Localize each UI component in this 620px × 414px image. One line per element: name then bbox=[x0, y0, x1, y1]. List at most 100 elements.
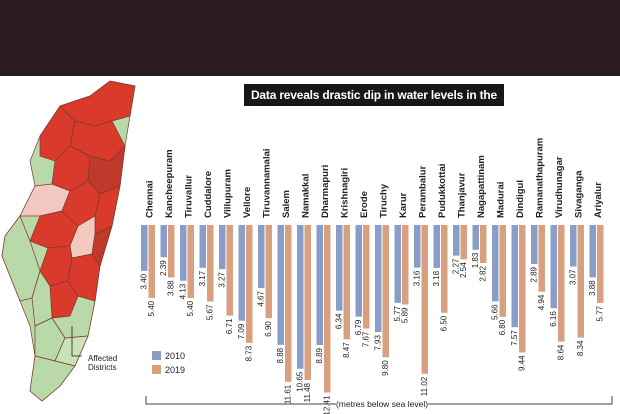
category-label: Nagapattinam bbox=[476, 155, 487, 218]
value-label-2019: 11.61 bbox=[283, 384, 292, 404]
bar-2019 bbox=[499, 225, 506, 317]
bar-2010 bbox=[355, 225, 362, 317]
value-label-2019: 11.48 bbox=[303, 382, 312, 402]
value-label-2010: 2.27 bbox=[451, 258, 460, 274]
bar-2010 bbox=[394, 225, 401, 303]
value-label-2010: 3.18 bbox=[432, 270, 441, 286]
value-label-2019: 6.50 bbox=[439, 315, 448, 331]
bar-2010 bbox=[433, 225, 440, 268]
bar-2010 bbox=[589, 225, 596, 278]
value-label-2010: 4.67 bbox=[256, 291, 265, 307]
value-label-2010: 3.40 bbox=[139, 273, 148, 289]
value-label-2010: 3.07 bbox=[568, 269, 577, 285]
category-label: Sivaganga bbox=[574, 170, 585, 218]
category-label: Pudukkottai bbox=[437, 164, 448, 218]
value-label-2019: 11.02 bbox=[420, 376, 429, 396]
value-label-2010: 3.17 bbox=[198, 270, 207, 286]
value-label-2019: 8.73 bbox=[244, 345, 253, 361]
bar-2010 bbox=[141, 225, 148, 271]
bar-2010 bbox=[238, 225, 245, 321]
category-label: Ariyalur bbox=[593, 182, 604, 218]
bar-2019 bbox=[519, 225, 526, 353]
value-label-2010: 8.89 bbox=[315, 347, 324, 363]
bar-2019 bbox=[421, 225, 428, 374]
value-label-2019: 5.40 bbox=[186, 300, 195, 316]
bar-2010 bbox=[199, 225, 206, 268]
category-label: Namakkal bbox=[301, 174, 312, 218]
category-label: Krishnagiri bbox=[340, 168, 351, 218]
bar-2010 bbox=[492, 225, 499, 302]
chart-title: Data reveals drastic dip in water levels… bbox=[244, 84, 504, 124]
bar-2019 bbox=[324, 225, 331, 393]
map-legend-line2: Districts bbox=[88, 363, 117, 372]
bar-2019 bbox=[577, 225, 584, 338]
value-label-2010: 7.93 bbox=[373, 335, 382, 351]
bar-2010 bbox=[414, 225, 421, 268]
bar-2019 bbox=[148, 225, 155, 298]
value-label-2019: 8.34 bbox=[576, 340, 585, 356]
bar-2010 bbox=[180, 225, 187, 281]
value-label-2010: 2.89 bbox=[529, 266, 538, 282]
bar-2010 bbox=[316, 225, 323, 346]
category-label: Tiruvannamalai bbox=[262, 148, 273, 218]
map-legend-label: Affected Districts bbox=[88, 354, 117, 372]
bar-2010 bbox=[570, 225, 577, 267]
value-label-2010: 3.27 bbox=[217, 272, 226, 288]
value-label-2010: 6.79 bbox=[354, 319, 363, 335]
category-label: Salem bbox=[281, 190, 292, 218]
value-label-2019: 5.40 bbox=[147, 300, 156, 316]
map-region-green-2 bbox=[31, 270, 53, 327]
legend-swatch-2019 bbox=[152, 365, 161, 374]
bar-2019 bbox=[402, 225, 409, 305]
value-label-2019: 7.67 bbox=[361, 331, 370, 347]
category-label: Madurai bbox=[496, 182, 507, 218]
value-label-2010: 6.34 bbox=[334, 313, 343, 329]
bar-2019 bbox=[460, 225, 467, 260]
bar-2019 bbox=[265, 225, 272, 319]
value-label-2019: 6.80 bbox=[498, 319, 507, 335]
value-label-2019: 5.77 bbox=[595, 305, 604, 321]
legend-label-2019: 2019 bbox=[165, 365, 185, 375]
category-label: Vellore bbox=[242, 187, 253, 218]
bar-2019 bbox=[226, 225, 233, 316]
bar-2010 bbox=[511, 225, 518, 328]
category-label: Villupuram bbox=[223, 169, 234, 218]
value-label-2010: 8.88 bbox=[276, 347, 285, 363]
legend-swatch-2010 bbox=[152, 351, 161, 360]
category-label: Chennai bbox=[145, 181, 156, 218]
axis-label-background bbox=[336, 398, 428, 410]
value-label-2010: 7.09 bbox=[237, 323, 246, 339]
district-map bbox=[1, 80, 136, 402]
x-axis-label: (metres below sea level) bbox=[336, 399, 428, 409]
bar-2019 bbox=[441, 225, 448, 313]
bar-2010 bbox=[336, 225, 343, 311]
category-label: Kancheepuram bbox=[164, 149, 175, 218]
value-label-2019: 9.80 bbox=[381, 360, 390, 376]
value-label-2019: 6.90 bbox=[264, 321, 273, 337]
bar-2019 bbox=[363, 225, 370, 329]
category-label: Dharmapuri bbox=[320, 165, 331, 218]
value-label-2019: 6.71 bbox=[225, 318, 234, 334]
header-band bbox=[0, 0, 620, 76]
value-label-2010: 6.16 bbox=[549, 311, 558, 327]
bar-2019 bbox=[246, 225, 253, 343]
value-label-2019: 2.54 bbox=[459, 262, 468, 278]
value-label-2010: 5.77 bbox=[393, 305, 402, 321]
category-label: Karur bbox=[398, 192, 409, 218]
category-label: Tiruvallur bbox=[184, 175, 195, 218]
value-label-2019: 5.67 bbox=[205, 304, 214, 320]
bar-2019 bbox=[597, 225, 604, 303]
category-label: Ramanathapuram bbox=[535, 138, 546, 218]
bar-2019 bbox=[187, 225, 194, 298]
bar-2019 bbox=[207, 225, 214, 302]
category-label: Cuddalore bbox=[203, 171, 214, 218]
category-label: Erode bbox=[359, 191, 370, 218]
bar-2010 bbox=[531, 225, 538, 265]
category-label: Thanjavur bbox=[457, 172, 468, 218]
value-label-2019: 9.44 bbox=[517, 355, 526, 371]
bar-2010 bbox=[453, 225, 460, 256]
category-label: Tiruchy bbox=[379, 183, 390, 218]
bar-2010 bbox=[297, 225, 304, 369]
bar-2010 bbox=[375, 225, 382, 333]
bar-2010 bbox=[472, 225, 479, 250]
